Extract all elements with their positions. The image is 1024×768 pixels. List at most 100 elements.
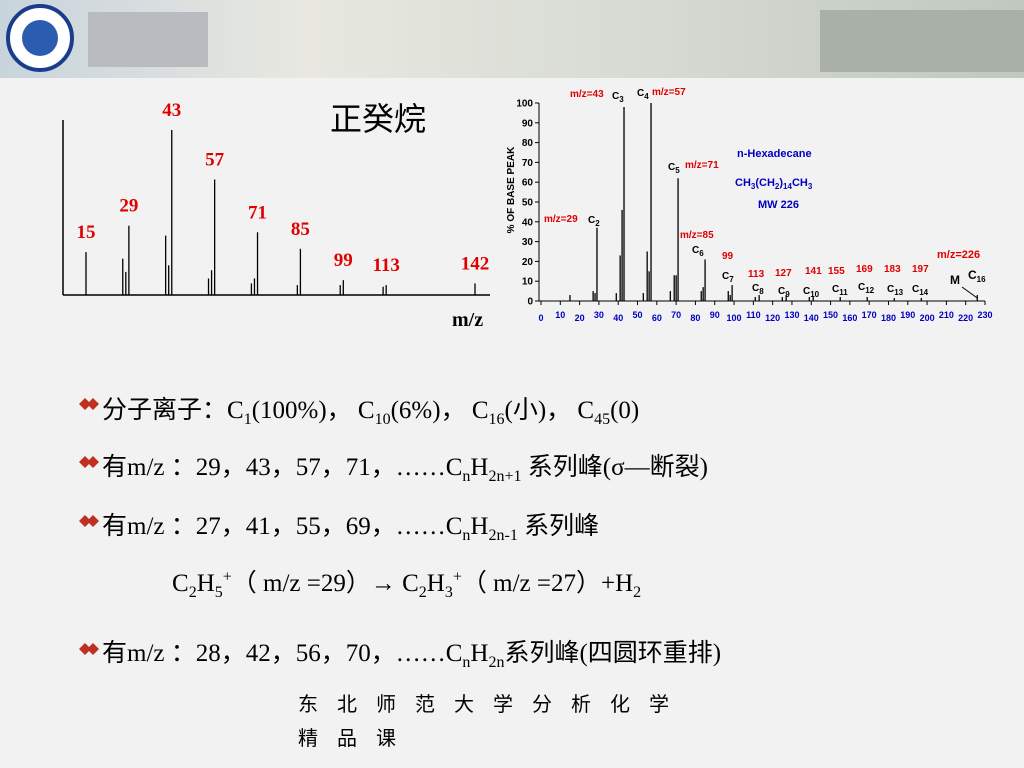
annotation-run: C — [832, 284, 839, 295]
annotation: C4 — [637, 88, 649, 101]
text-run: H — [470, 513, 489, 540]
peak-label: 113 — [372, 255, 399, 276]
gate-photo — [820, 10, 1024, 72]
annotation-run: m/z=29 — [544, 214, 578, 225]
bullet-icons — [79, 398, 99, 655]
annotation: C6 — [692, 245, 704, 258]
annotation-run: 8 — [759, 287, 764, 296]
annotation-run: C — [612, 91, 619, 102]
x-tick-label: 110 — [746, 310, 761, 320]
annotation-run: 10 — [810, 290, 819, 299]
y-tick-label: 30 — [522, 237, 534, 248]
bullet-text: 有m/z ：29，43，57，71，……CnH2n+1 系列峰(σ—断裂) — [102, 447, 708, 486]
y-axis-label: % OF BASE PEAK — [506, 146, 517, 233]
peak-label: 57 — [205, 150, 225, 171]
text-run: + — [222, 568, 232, 586]
text-run: 系列峰(四圆环重排) — [504, 640, 722, 667]
annotation-run: C — [803, 286, 810, 297]
text-run: 分子离子：C — [102, 397, 244, 424]
annotation-run: C — [968, 268, 977, 282]
annotation-run: 155 — [828, 266, 845, 277]
annotation-run: m/z=57 — [652, 87, 686, 98]
annotation: C5 — [668, 162, 680, 175]
text-run: 10 — [374, 411, 391, 428]
text-run: 5 — [214, 584, 223, 601]
x-tick-label: 150 — [823, 310, 838, 320]
text-run: n — [462, 527, 471, 544]
text-run: H — [196, 570, 215, 597]
annotation-run: 141 — [805, 266, 822, 277]
annotation-run: 4 — [644, 92, 649, 101]
peak-label: 71 — [248, 202, 267, 223]
annotation: m/z=226 — [937, 249, 980, 261]
annotation-run: m/z=85 — [680, 230, 714, 241]
annotation-run: C — [588, 215, 595, 226]
annotation: CH3(CH2)14CH3 — [735, 177, 813, 191]
annotation: C10 — [803, 286, 820, 299]
annotation: 141 — [805, 266, 822, 277]
text-run: 系列峰(σ—断裂) — [521, 454, 708, 481]
x-tick-label: 70 — [671, 310, 681, 320]
x-tick-label: 10 — [555, 310, 565, 320]
text-run: + — [452, 568, 462, 586]
annotation: C2 — [588, 215, 600, 228]
text-run: (6%)， C — [390, 397, 489, 424]
annotation-run: n-Hexadecane — [737, 148, 812, 160]
annotation-run: 14 — [783, 182, 792, 191]
annotation-run: 14 — [919, 288, 928, 297]
peak-label: 99 — [334, 250, 353, 271]
annotation: 127 — [775, 268, 792, 279]
annotation: C12 — [858, 282, 875, 295]
x-tick-label: 100 — [727, 313, 742, 323]
bullet-text: 有m/z ：28，42，56，70，……CnH2n系列峰(四圆环重排) — [102, 633, 721, 672]
text-run: 2 — [188, 584, 197, 601]
annotation: C16 — [968, 268, 986, 284]
annotation-run: 7 — [729, 275, 734, 284]
text-run: H — [426, 570, 445, 597]
annotation-run: CH — [792, 177, 808, 189]
text-run: H — [470, 640, 489, 667]
annotation: 183 — [884, 264, 901, 275]
annotation: 155 — [828, 266, 845, 277]
annotation: 197 — [912, 264, 929, 275]
text-run: 2n — [488, 654, 505, 671]
text-run: (0) — [610, 397, 640, 424]
x-tick-label: 40 — [613, 313, 623, 323]
annotation: 99 — [722, 251, 734, 262]
peak-label: 43 — [162, 100, 181, 121]
annotation-run: 3 — [751, 182, 756, 191]
bullet-icon — [79, 398, 99, 410]
annotation: m/z=43 — [570, 89, 604, 100]
annotation: C13 — [887, 284, 904, 297]
footer-line: 东 北 师 范 大 学 分 析 化 学 — [298, 694, 669, 716]
annotation: C7 — [722, 271, 734, 284]
annotation-run: C — [722, 271, 729, 282]
annotation-run: m/z=43 — [570, 89, 604, 100]
annotation: C9 — [778, 286, 790, 299]
peak-label: 29 — [119, 196, 138, 217]
annotation-run: C — [912, 284, 919, 295]
text-run: 3 — [444, 584, 453, 601]
annotation-run: 127 — [775, 268, 792, 279]
annotation: C8 — [752, 283, 764, 296]
x-tick-label: 130 — [784, 310, 799, 320]
bullet-icon — [79, 456, 99, 468]
annotation-run: m/z=226 — [937, 249, 980, 261]
text-run: (小)， C — [504, 397, 595, 424]
pointer-arrow — [961, 286, 978, 299]
annotation-run: 2 — [595, 219, 600, 228]
y-tick-label: 100 — [516, 99, 533, 110]
text-run: 2 — [633, 584, 642, 601]
y-tick-label: 70 — [522, 158, 534, 169]
y-tick-label: 20 — [522, 257, 534, 268]
x-tick-label: 0 — [538, 313, 543, 323]
right-spectrum: 0 10 20 30 40 50 60 70 80 90 100 0 10 20 30 40 50 60 70 80 9… — [516, 87, 992, 323]
annotation-run: C — [887, 284, 894, 295]
annotation-run: M — [950, 273, 960, 287]
y-tick-label: 40 — [522, 217, 534, 228]
x-tick-label: 30 — [594, 310, 604, 320]
annotation-run: m/z=71 — [685, 160, 719, 171]
annotation: m/z=29 — [544, 214, 578, 225]
